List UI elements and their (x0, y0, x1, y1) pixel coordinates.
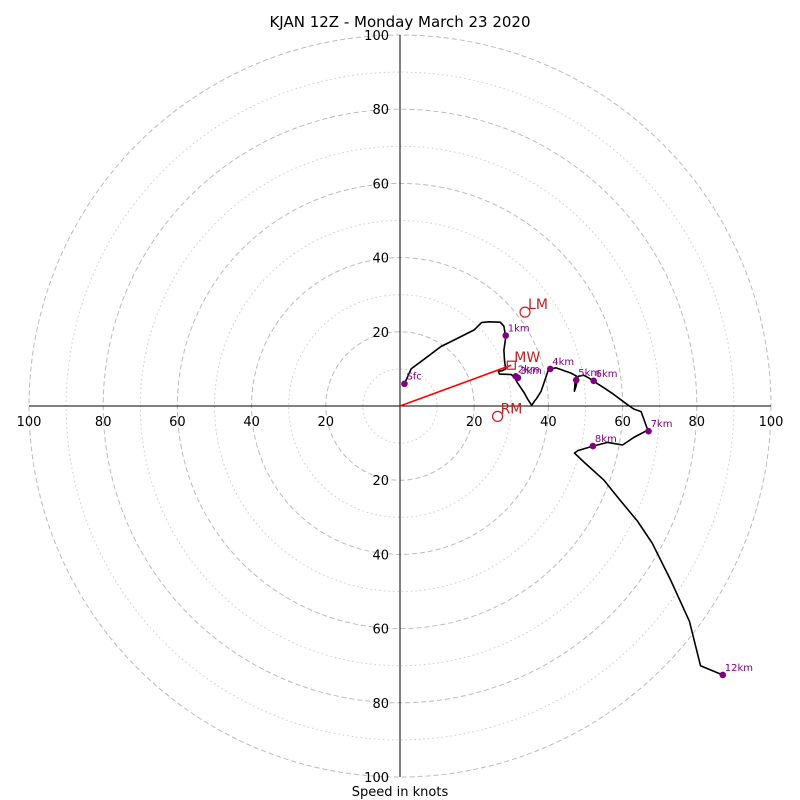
storm-motion-label-MW: MW (514, 350, 540, 366)
height-point-3km (514, 374, 522, 382)
height-label-3km: 3km (520, 366, 542, 377)
height-label-8km: 8km (595, 434, 617, 445)
y-tick-label: 100 (364, 771, 389, 786)
height-point-4km (546, 365, 554, 373)
x-tick-label: 60 (614, 415, 631, 430)
x-tick-label: 20 (318, 415, 335, 430)
height-label-6km: 6km (596, 369, 618, 380)
height-point-8km (589, 442, 597, 450)
height-label-4km: 4km (552, 357, 574, 368)
y-tick-label: 60 (372, 177, 389, 192)
height-label-2km: 2km (518, 364, 540, 375)
x-tick-label: 80 (95, 415, 112, 430)
height-label-1km: 1km (508, 324, 530, 335)
y-tick-label: 40 (372, 548, 389, 563)
y-tick-label: 60 (372, 623, 389, 638)
height-label-12km: 12km (725, 663, 753, 674)
x-tick-label: 40 (243, 415, 260, 430)
storm-motion-marker-RM (491, 410, 504, 422)
y-tick-label: 100 (364, 29, 389, 44)
height-label-Sfc: Sfc (406, 372, 421, 383)
x-axis-label: Speed in knots (352, 785, 449, 800)
x-tick-label: 20 (466, 415, 483, 430)
height-point-12km (719, 671, 727, 679)
y-tick-label: 80 (372, 103, 389, 118)
height-label-5km: 5km (578, 368, 600, 379)
x-tick-label: 100 (759, 415, 784, 430)
y-tick-label: 20 (372, 326, 389, 341)
height-point-7km (645, 427, 652, 435)
y-tick-label: 20 (372, 474, 389, 489)
mean-wind-vector (399, 364, 512, 407)
chart-title: KJAN 12Z - Monday March 23 2020 (269, 13, 530, 31)
x-tick-label: 80 (689, 415, 706, 430)
x-tick-label: 60 (169, 415, 186, 430)
x-tick-label: 40 (540, 415, 557, 430)
axis-tick-labels: 100 100 80 80 60 60 40 40 20 20 20 20 40 40 60 60 80 80 10… (17, 29, 784, 786)
height-point-1km (502, 332, 510, 339)
height-label-7km: 7km (651, 419, 673, 430)
x-tick-label: 100 (17, 415, 42, 430)
mean-wind-vector-layer (399, 364, 512, 407)
height-point-5km (572, 376, 580, 384)
storm-motion-label-LM: LM (528, 297, 548, 313)
height-point-Sfc (401, 380, 408, 388)
height-point-6km (590, 377, 597, 385)
storm-motion-marker-MW (506, 360, 516, 370)
storm-motion-marker-LM (519, 306, 531, 318)
storm-motion-layer: LM MW RM (491, 297, 548, 422)
y-tick-label: 40 (372, 252, 389, 267)
storm-motion-label-RM: RM (501, 401, 523, 417)
y-tick-label: 80 (372, 697, 389, 712)
